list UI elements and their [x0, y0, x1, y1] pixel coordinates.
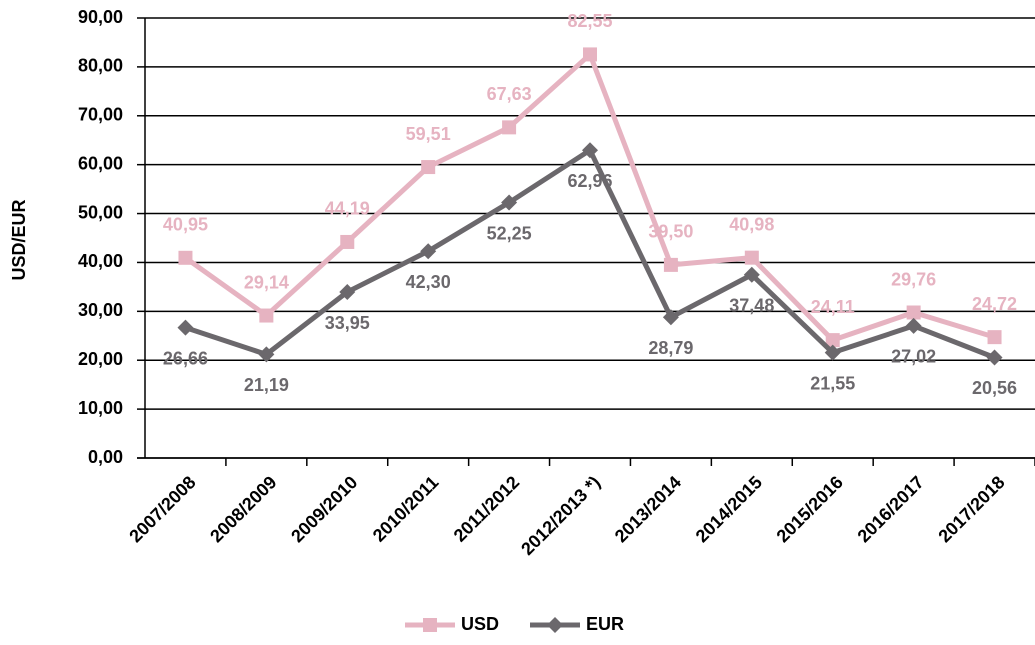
point: [583, 47, 597, 62]
point: [502, 120, 517, 135]
y-tick-label: 40,00: [78, 251, 123, 271]
data-label: 29,14: [244, 272, 289, 292]
x-tick-label: 2010/2011: [369, 472, 443, 546]
data-label: 82,55: [567, 11, 612, 31]
y-tick-label: 20,00: [78, 349, 123, 369]
legend-marker: [423, 618, 437, 632]
x-tick-label: 2009/2010: [287, 472, 361, 546]
point: [743, 266, 760, 283]
data-label: 42,30: [406, 272, 451, 292]
series-line: [184, 51, 996, 343]
point: [420, 243, 437, 260]
point: [905, 317, 922, 334]
point: [421, 160, 436, 175]
point: [177, 319, 194, 336]
legend-label: EUR: [586, 614, 624, 634]
data-label: 40,98: [729, 214, 774, 234]
point: [501, 194, 518, 211]
x-tick-label: 2011/2012: [450, 472, 524, 546]
point: [987, 330, 1002, 345]
x-tick-label: 2013/2014: [611, 472, 685, 546]
point: [663, 257, 678, 272]
point: [744, 250, 759, 265]
x-tick-label: 2016/2017: [854, 472, 928, 546]
y-axis-label: USD/EUR: [9, 199, 29, 280]
data-label: 21,19: [244, 375, 289, 395]
y-tick-label: 70,00: [78, 105, 123, 125]
x-tick-label: 2017/2018: [934, 472, 1008, 546]
data-label: 39,50: [648, 222, 693, 242]
legend-label: USD: [461, 614, 499, 634]
point: [906, 305, 921, 320]
point: [824, 344, 841, 361]
x-tick-label: 2012/2013 *): [517, 472, 604, 559]
point: [582, 142, 598, 159]
point: [259, 308, 274, 323]
data-label: 33,95: [325, 313, 370, 333]
y-tick-label: 30,00: [78, 300, 123, 320]
data-label: 24,11: [811, 297, 855, 317]
legend-marker: [547, 617, 563, 633]
point: [825, 333, 840, 348]
point: [178, 250, 193, 265]
data-label: 26,66: [163, 348, 208, 368]
data-label: 20,56: [972, 378, 1017, 398]
y-tick-label: 50,00: [78, 202, 123, 222]
data-label: 44,19: [325, 199, 370, 219]
point: [339, 284, 356, 301]
data-label: 37,48: [729, 296, 774, 316]
data-label: 67,63: [487, 84, 532, 104]
point: [340, 234, 355, 249]
data-label: 62,96: [567, 171, 612, 191]
data-label: 24,72: [972, 294, 1017, 314]
data-label: 52,25: [487, 223, 532, 243]
point: [258, 346, 275, 363]
data-label: 59,51: [406, 124, 451, 144]
y-tick-label: 60,00: [78, 153, 123, 173]
point: [986, 349, 1003, 366]
y-tick-label: 80,00: [78, 56, 123, 76]
data-label: 29,76: [891, 269, 936, 289]
y-tick-label: 0,00: [88, 447, 123, 467]
x-tick-label: 2008/2009: [206, 472, 280, 546]
data-label: 40,95: [163, 215, 208, 235]
x-tick-label: 2015/2016: [773, 472, 847, 546]
data-label: 28,79: [648, 338, 693, 358]
data-label: 27,02: [891, 347, 936, 367]
point: [662, 309, 679, 326]
x-tick-label: 2007/2008: [125, 472, 199, 546]
data-label: 21,55: [810, 373, 855, 393]
x-tick-label: 2014/2015: [692, 472, 766, 546]
y-tick-label: 10,00: [78, 398, 123, 418]
y-tick-label: 90,00: [78, 7, 123, 27]
